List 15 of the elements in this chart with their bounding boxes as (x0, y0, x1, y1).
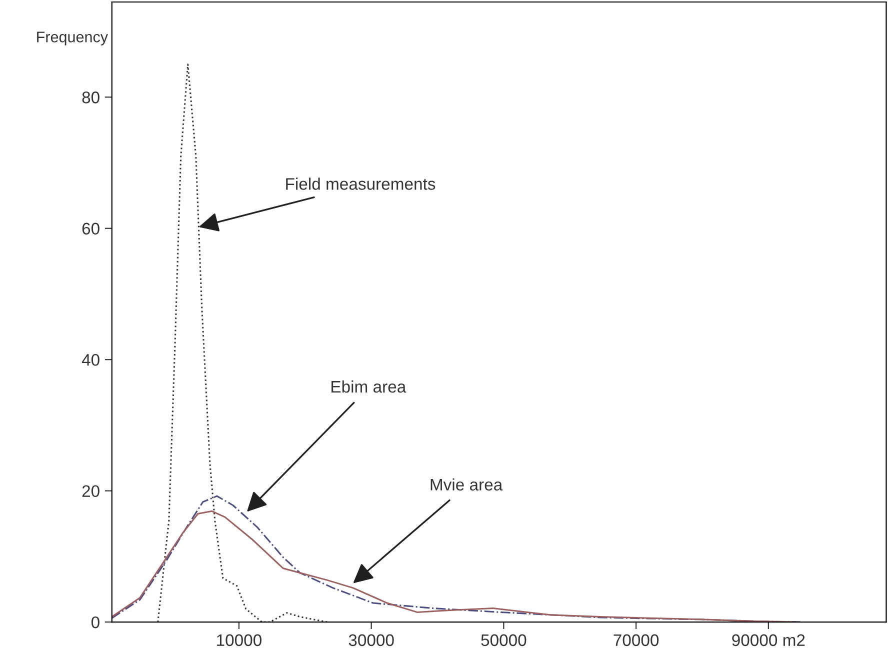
line-series (157, 64, 328, 622)
x-tick-label: 50000 (481, 634, 526, 646)
x-tick-label: 90000 m2 (732, 634, 805, 646)
y-tick-label: 20 (82, 485, 100, 498)
annotation: Field measurements (286, 178, 436, 190)
y-tick-label: 60 (82, 222, 100, 235)
y-axis-title: Frequency (37, 32, 108, 46)
x-tick-label: 30000 (348, 634, 394, 646)
x-tick-label: 10000 (217, 634, 262, 646)
y-tick-label: 80 (82, 92, 100, 104)
x-tick-label: 70000 (614, 634, 659, 646)
y-tick-label: 0 (91, 616, 100, 628)
annotation: Ebim area (332, 380, 406, 393)
annotation: Mvie area (430, 478, 503, 491)
y-tick-label: 40 (82, 354, 100, 366)
